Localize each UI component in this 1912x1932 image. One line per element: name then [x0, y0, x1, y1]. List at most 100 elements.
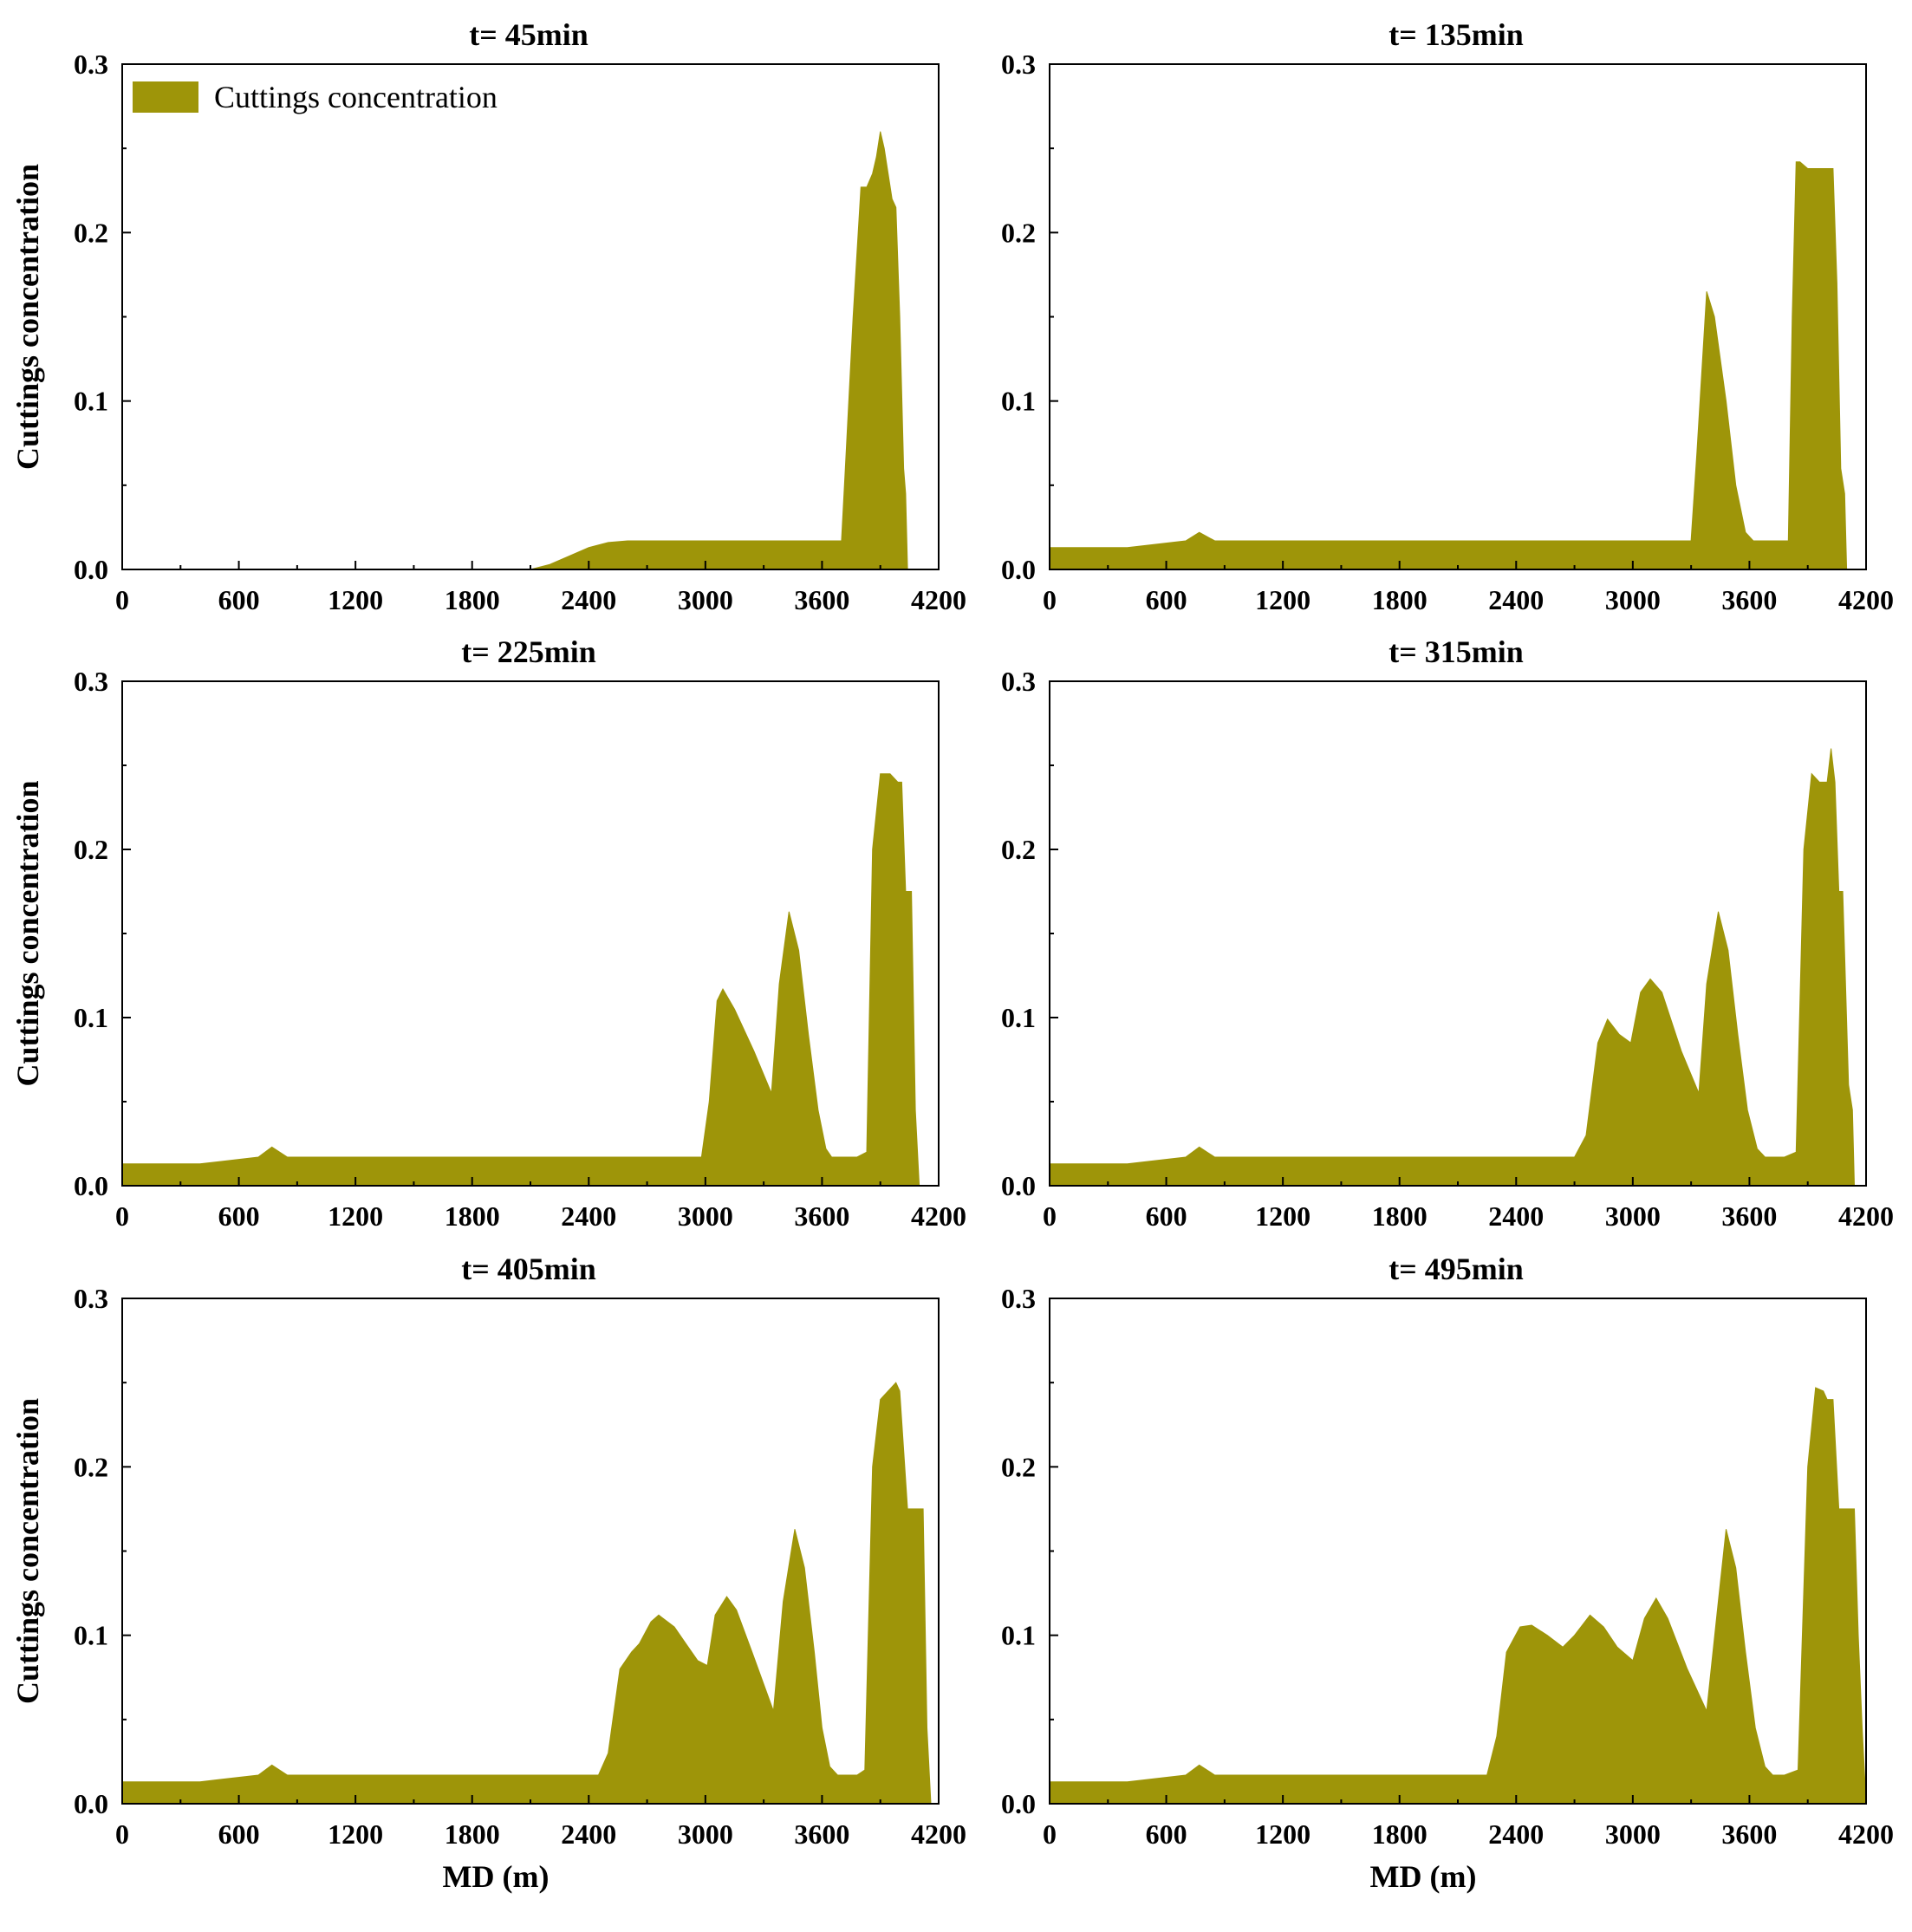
x-tick-label: 1800 [1372, 584, 1427, 615]
x-tick-label: 2400 [1488, 1200, 1544, 1232]
x-tick-label: 1800 [1372, 1200, 1427, 1232]
plot-frame [121, 63, 940, 570]
y-tick-label: 0.3 [74, 49, 108, 80]
x-tick-label: 1200 [328, 1818, 383, 1850]
x-tick-label: 3000 [1605, 1200, 1661, 1232]
y-tick-label: 0.0 [1001, 1788, 1036, 1819]
x-tick-label: 600 [218, 1818, 260, 1850]
x-tick-label: 3600 [1721, 1200, 1777, 1232]
chart-title: t= 315min [1388, 634, 1524, 669]
chart-panel-bottom-left: 0 600 1200 1800 2400 3000 3600 4200 0.0 0.1 0.2 0.3… [10, 1252, 966, 1894]
x-tick-label: 2400 [1488, 584, 1544, 615]
x-tick-label: 1800 [1372, 1818, 1427, 1850]
x-tick-label: 2400 [561, 1200, 616, 1232]
x-tick-label: 3000 [1605, 1818, 1661, 1850]
y-tick-label: 0.1 [74, 1620, 108, 1651]
legend: Cuttings concentration [133, 80, 498, 114]
chart-title: t= 45min [469, 17, 589, 52]
x-tick-label: 3000 [678, 584, 733, 615]
x-tick-label: 3600 [794, 1818, 849, 1850]
y-tick-label: 0.0 [74, 554, 108, 585]
y-tick-label: 0.2 [1001, 834, 1036, 865]
x-tick-label: 600 [218, 584, 260, 615]
x-tick-label: 4200 [1838, 584, 1894, 615]
y-tick-label: 0.2 [1001, 1451, 1036, 1482]
y-tick-label: 0.2 [74, 1451, 108, 1482]
y-axis-label: Cuttings concentration [10, 164, 45, 470]
x-tick-label: 0 [115, 1200, 129, 1232]
x-tick-label: 4200 [911, 1818, 966, 1850]
y-tick-label: 0.0 [74, 1170, 108, 1201]
x-tick-label: 2400 [561, 584, 616, 615]
x-axis-label: MD (m) [443, 1859, 550, 1894]
area-series-0 [1049, 748, 1856, 1187]
chart-panel-middle-left: 0 600 1200 1800 2400 3000 3600 4200 0.0 0.1 0.2 0.3… [10, 634, 966, 1232]
legend-label: Cuttings concentration [214, 80, 498, 114]
x-tick-label: 1200 [1255, 1818, 1310, 1850]
x-tick-label: 3600 [1721, 1818, 1777, 1850]
chart-title: t= 225min [461, 634, 596, 669]
chart-title: t= 495min [1388, 1252, 1524, 1286]
y-tick-label: 0.0 [74, 1788, 108, 1819]
x-tick-label: 0 [115, 1818, 129, 1850]
chart-title: t= 135min [1388, 17, 1524, 52]
x-tick-label: 4200 [911, 1200, 966, 1232]
x-tick-label: 1800 [445, 1200, 500, 1232]
x-tick-label: 0 [115, 584, 129, 615]
y-tick-label: 0.1 [1001, 1002, 1036, 1033]
x-tick-label: 600 [1146, 1818, 1187, 1850]
x-tick-label: 4200 [911, 584, 966, 615]
x-tick-label: 0 [1043, 1818, 1057, 1850]
x-tick-label: 3000 [1605, 584, 1661, 615]
x-tick-label: 3000 [678, 1200, 733, 1232]
x-tick-label: 600 [1146, 1200, 1187, 1232]
chart-panel-middle-right: 0 600 1200 1800 2400 3000 3600 4200 0.0 0.1 0.2 0.3… [1001, 634, 1894, 1232]
y-tick-label: 0.1 [1001, 1620, 1036, 1651]
x-tick-label: 0 [1043, 1200, 1057, 1232]
y-tick-label: 0.3 [1001, 1283, 1036, 1314]
x-tick-label: 600 [218, 1200, 260, 1232]
area-series-0 [1049, 161, 1848, 570]
y-tick-label: 0.2 [74, 834, 108, 865]
y-tick-label: 0.1 [74, 386, 108, 417]
y-tick-label: 0.0 [1001, 554, 1036, 585]
x-tick-label: 3600 [794, 584, 849, 615]
x-tick-label: 1800 [445, 1818, 500, 1850]
y-tick-label: 0.3 [74, 666, 108, 697]
y-tick-label: 0.2 [1001, 217, 1036, 248]
x-tick-label: 3600 [794, 1200, 849, 1232]
x-tick-label: 1200 [328, 584, 383, 615]
y-axis-label: Cuttings concentration [10, 781, 45, 1087]
y-tick-label: 0.3 [74, 1283, 108, 1314]
y-axis-label: Cuttings concentration [10, 1398, 45, 1704]
area-series-0 [121, 1382, 932, 1805]
x-axis-label: MD (m) [1370, 1859, 1477, 1894]
area-series-0 [122, 131, 908, 570]
x-tick-label: 3600 [1721, 584, 1777, 615]
x-tick-label: 4200 [1838, 1818, 1894, 1850]
plot-frame [1049, 63, 1867, 570]
x-tick-label: 1200 [328, 1200, 383, 1232]
x-tick-label: 1800 [445, 584, 500, 615]
y-tick-label: 0.3 [1001, 49, 1036, 80]
y-tick-label: 0.1 [1001, 386, 1036, 417]
legend-swatch [133, 81, 198, 113]
chart-panel-top-left: 0 600 1200 1800 2400 3000 3600 4200 0.0 0.1 0.2 0.3… [10, 17, 966, 615]
chart-panel-bottom-right: 0 600 1200 1800 2400 3000 3600 4200 0.0 0.1 0.2 0.3… [1001, 1252, 1894, 1894]
chart-panel-top-right: 0 600 1200 1800 2400 3000 3600 4200 0.0 0.1 0.2 0.3… [1001, 17, 1894, 615]
y-tick-label: 0.1 [74, 1002, 108, 1033]
y-tick-label: 0.3 [1001, 666, 1036, 697]
x-tick-label: 2400 [561, 1818, 616, 1850]
x-tick-label: 0 [1043, 584, 1057, 615]
x-tick-label: 600 [1146, 584, 1187, 615]
y-tick-label: 0.0 [1001, 1170, 1036, 1201]
area-series-0 [121, 773, 920, 1187]
chart-title: t= 405min [461, 1252, 596, 1286]
x-tick-label: 2400 [1488, 1818, 1544, 1850]
x-tick-label: 1200 [1255, 1200, 1310, 1232]
x-tick-label: 3000 [678, 1818, 733, 1850]
x-tick-label: 1200 [1255, 584, 1310, 615]
area-series-0 [1049, 1387, 1867, 1805]
y-tick-label: 0.2 [74, 217, 108, 248]
